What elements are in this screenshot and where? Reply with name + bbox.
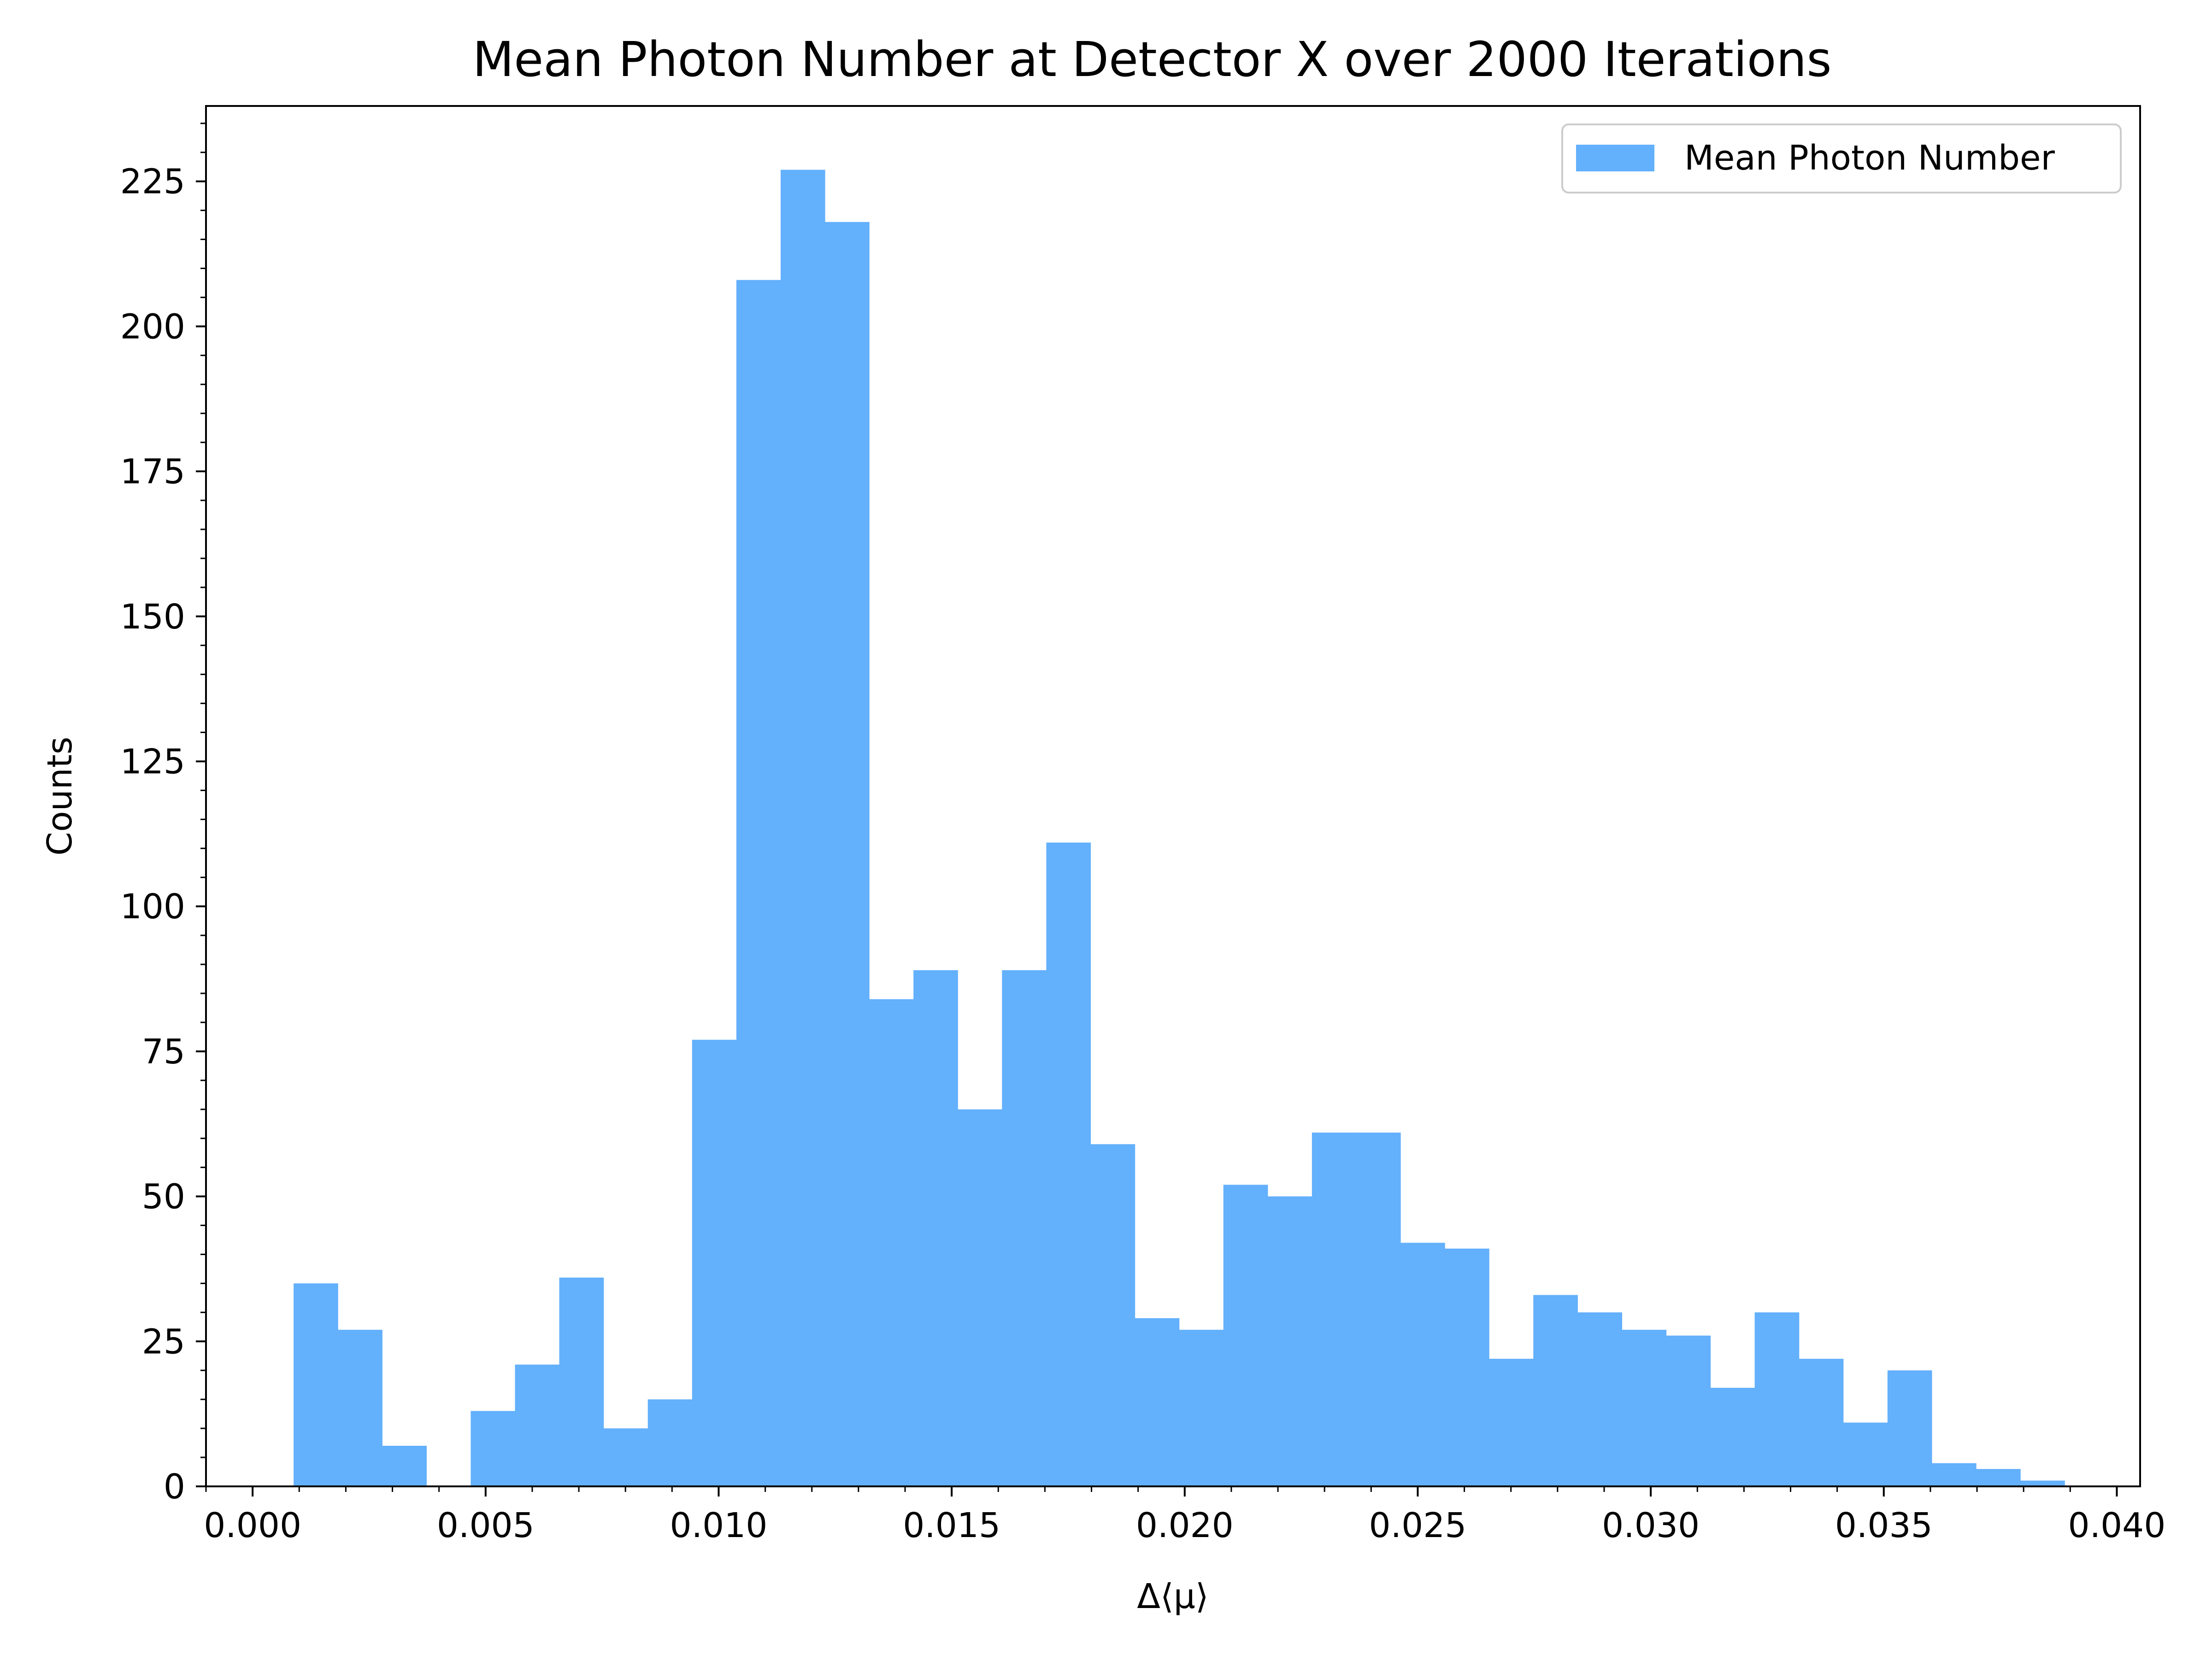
ticks-layer: 0.000 0.005 0.010 0.015 0.020 0.025 0.030 0.035… (120, 123, 2166, 1545)
histogram-bar (1179, 1330, 1224, 1486)
histogram-bar (1843, 1422, 1888, 1486)
histogram-bar (1135, 1318, 1180, 1486)
x-axis-label: Δ⟨μ⟩ (1137, 1577, 1208, 1616)
histogram-bar (1445, 1248, 1489, 1486)
y-tick-label: 125 (120, 742, 185, 781)
histogram-bar (1223, 1185, 1268, 1486)
y-axis-label: Counts (40, 737, 80, 856)
histogram-bar (1489, 1359, 1534, 1486)
histogram-bar (1666, 1335, 1711, 1486)
y-tick-label: 75 (142, 1032, 185, 1072)
legend: Mean Photon Number (1561, 123, 2122, 194)
histogram-bar (1887, 1370, 1932, 1486)
histogram-bar (780, 170, 825, 1486)
histogram-bar (869, 999, 914, 1486)
x-tick-label: 0.040 (2068, 1506, 2166, 1545)
histogram-bar (913, 970, 958, 1486)
histogram-bar (2020, 1480, 2065, 1486)
x-tick-label: 0.010 (670, 1506, 768, 1545)
legend-swatch (1576, 145, 1654, 171)
plot-frame (205, 105, 2141, 1487)
histogram-bar (1533, 1295, 1578, 1486)
histogram-bar (294, 1283, 338, 1486)
x-tick-label: 0.015 (903, 1506, 1000, 1545)
histogram-bar (1267, 1196, 1312, 1486)
bars-layer (294, 170, 2065, 1487)
chart-title: Mean Photon Number at Detector X over 20… (472, 31, 1831, 88)
y-tick-label: 100 (120, 887, 185, 927)
y-tick-label: 175 (120, 452, 185, 492)
y-tick-label: 150 (120, 597, 185, 637)
histogram-bar (515, 1364, 560, 1486)
histogram-bar (1976, 1469, 2021, 1486)
histogram-bar (958, 1109, 1002, 1486)
histogram-bar (1312, 1133, 1357, 1486)
y-tick-label: 25 (142, 1322, 185, 1362)
histogram-bar (692, 1039, 737, 1486)
histogram-bar (825, 222, 870, 1487)
y-tick-label: 200 (120, 307, 185, 346)
histogram-bar (1577, 1312, 1623, 1486)
x-tick-label: 0.020 (1136, 1506, 1234, 1545)
histogram-bar (338, 1330, 382, 1486)
histogram-bar (1622, 1330, 1667, 1486)
x-tick-label: 0.025 (1369, 1506, 1467, 1545)
histogram-bar (603, 1428, 648, 1486)
histogram-bar (471, 1411, 516, 1486)
y-tick-label: 50 (142, 1177, 185, 1217)
histogram-bar (1002, 970, 1047, 1486)
histogram-bar (1710, 1388, 1755, 1486)
histogram-bar (1754, 1312, 1800, 1486)
histogram-bar (1799, 1359, 1844, 1486)
x-tick-label: 0.030 (1602, 1506, 1700, 1545)
histogram-bar (559, 1277, 604, 1486)
y-tick-label: 225 (120, 162, 185, 202)
legend-frame (1561, 123, 2122, 194)
histogram-bar (382, 1445, 427, 1486)
y-tick-label: 0 (164, 1467, 185, 1507)
histogram-bar (736, 280, 781, 1487)
histogram-bar (1046, 842, 1091, 1486)
histogram-bar (1400, 1243, 1445, 1486)
histogram-bar (1931, 1463, 1977, 1486)
x-tick-label: 0.000 (204, 1506, 301, 1545)
x-tick-label: 0.035 (1835, 1506, 1933, 1545)
histogram-bar (1356, 1133, 1401, 1486)
x-tick-label: 0.005 (437, 1506, 535, 1545)
histogram-bar (647, 1399, 693, 1486)
histogram-bar (1090, 1144, 1135, 1486)
legend-label-mean-photon-number: Mean Photon Number (1684, 138, 2055, 178)
